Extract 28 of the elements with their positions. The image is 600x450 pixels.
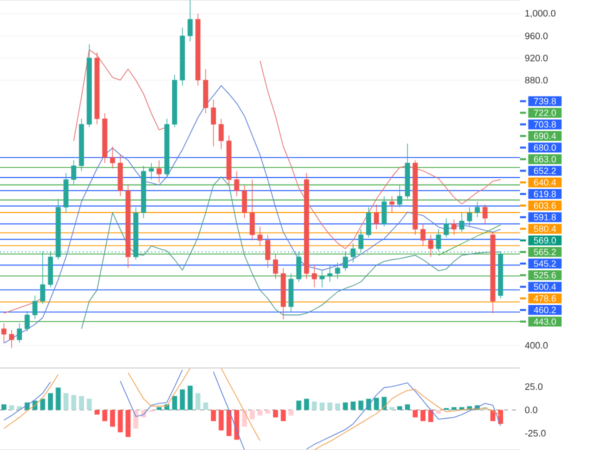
y-tick-label: 880.0 (525, 76, 548, 84)
y-tick-label: 400.0 (524, 342, 548, 349)
legend-label: 703.8 (534, 121, 556, 128)
y-tick-label: 960.0 (525, 32, 548, 40)
ref-line-label: 443.0 (534, 318, 556, 325)
ref-line-label: 460.2 (534, 306, 556, 314)
ref-line-label: 478.6 (534, 295, 556, 302)
legend-label: 652.2 (534, 168, 556, 174)
legend-label: 680.0 (534, 144, 556, 151)
ref-line-label: 525.6 (534, 272, 556, 278)
y-tick-label: 25.0 (525, 383, 543, 390)
legend-label: 569.0 (534, 237, 556, 244)
legend-label: 739.8 (534, 98, 556, 104)
legend-label: 619.8 (534, 190, 556, 198)
y-tick-label: 1,000.0 (525, 10, 556, 18)
ref-line-label: 545.2 (534, 260, 556, 267)
y-tick-label: 920.0 (525, 54, 548, 62)
legend-label: 591.8 (534, 214, 556, 220)
y-tick-label: 0.0 (525, 406, 538, 414)
legend-label: 690.4 (534, 132, 556, 140)
legend-label: 722.0 (534, 110, 556, 116)
ref-line-label: 565.2 (534, 248, 556, 256)
legend-label: 640.4 (534, 179, 556, 186)
legend-label: 663.0 (534, 156, 556, 162)
y-tick-label: -25.0 (525, 430, 546, 437)
legend-label: 603.6 (534, 202, 556, 209)
legend-label: 580.4 (534, 226, 556, 232)
ref-line-label: 500.4 (534, 284, 556, 290)
